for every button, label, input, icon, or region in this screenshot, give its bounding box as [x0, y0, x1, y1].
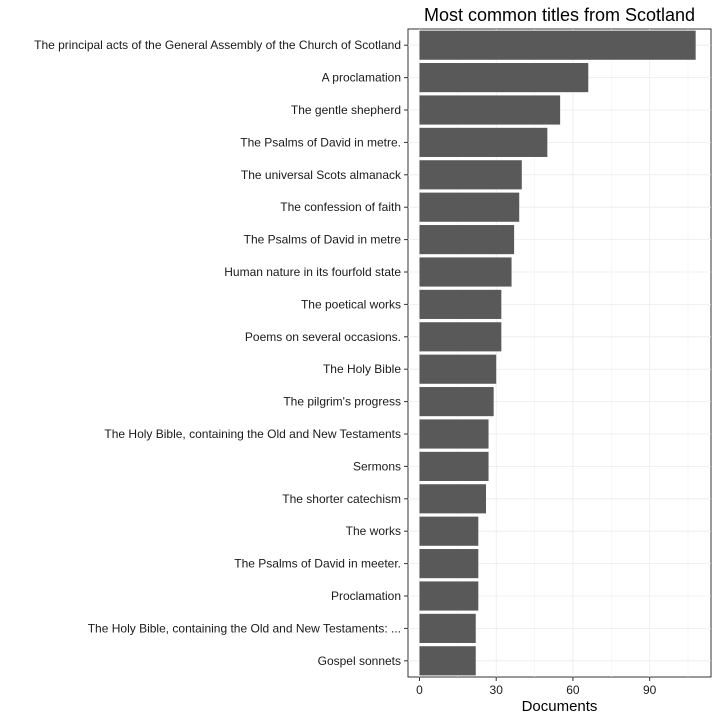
bar [419, 354, 497, 384]
bars [419, 30, 696, 676]
y-tick-label: The Holy Bible, containing the Old and N… [104, 427, 401, 441]
bar [419, 387, 494, 417]
bar [419, 160, 522, 190]
chart-title: Most common titles from Scotland [424, 5, 695, 25]
plot-panel [407, 28, 712, 678]
y-tick-label: A proclamation [322, 71, 401, 85]
y-tick-label: The works [346, 524, 401, 538]
y-tick-label: The shorter catechism [282, 492, 401, 506]
y-tick-label: Sermons [353, 459, 401, 473]
y-tick-label: The Psalms of David in meeter. [234, 557, 401, 571]
bar [419, 646, 476, 676]
bar [419, 549, 479, 579]
y-tick-label: Poems on several occasions. [245, 330, 401, 344]
x-axis: 0 30 60 90 [416, 677, 657, 697]
y-axis: The principal acts of the General Assemb… [34, 38, 408, 668]
bar [419, 419, 489, 449]
x-tick-label: 60 [566, 683, 580, 697]
y-tick-label: Proclamation [331, 589, 401, 603]
bar [419, 63, 589, 93]
bar [419, 289, 502, 319]
bar [419, 322, 502, 352]
bar [419, 516, 479, 546]
y-tick-label: The gentle shepherd [291, 103, 401, 117]
y-tick-label: The Holy Bible [323, 362, 401, 376]
bar [419, 613, 476, 643]
bar [419, 95, 561, 125]
y-tick-label: The Psalms of David in metre [244, 233, 402, 247]
bar [419, 225, 515, 255]
bar [419, 30, 696, 60]
y-tick-label: The universal Scots almanack [241, 168, 402, 182]
x-tick-label: 90 [643, 683, 657, 697]
bar [419, 192, 520, 222]
y-tick-label: The Holy Bible, containing the Old and N… [88, 621, 401, 635]
y-tick-label: The principal acts of the General Assemb… [34, 38, 401, 52]
x-tick-label: 30 [490, 683, 504, 697]
y-tick-label: The confession of faith [280, 200, 401, 214]
y-tick-label: Gospel sonnets [318, 654, 401, 668]
y-tick-label: Human nature in its fourfold state [224, 265, 401, 279]
bar [419, 484, 486, 514]
bar [419, 451, 489, 481]
y-tick-label: The pilgrim's progress [283, 395, 401, 409]
x-tick-label: 0 [416, 683, 423, 697]
x-axis-label: Documents [522, 698, 598, 715]
bar [419, 127, 548, 157]
bar [419, 581, 479, 611]
y-tick-label: The Psalms of David in metre. [240, 135, 401, 149]
bar [419, 257, 512, 287]
y-tick-label: The poetical works [301, 297, 401, 311]
